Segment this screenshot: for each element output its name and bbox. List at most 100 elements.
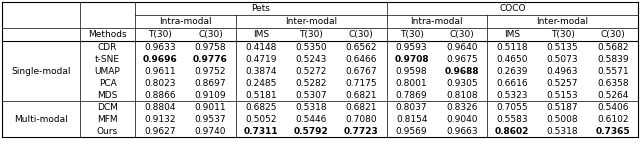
- Text: 0.8001: 0.8001: [396, 79, 428, 87]
- Text: 0.5272: 0.5272: [296, 66, 327, 76]
- Text: 0.9675: 0.9675: [446, 55, 478, 64]
- Text: 0.9109: 0.9109: [195, 90, 227, 100]
- Text: 0.9776: 0.9776: [193, 55, 228, 64]
- Text: 0.5243: 0.5243: [296, 55, 327, 64]
- Text: IMS: IMS: [504, 30, 520, 39]
- Text: 0.6102: 0.6102: [597, 114, 628, 124]
- Text: 0.7055: 0.7055: [497, 103, 528, 111]
- Text: 0.5350: 0.5350: [295, 42, 327, 51]
- Text: Inter-modal: Inter-modal: [285, 17, 337, 26]
- Text: 0.5257: 0.5257: [547, 79, 579, 87]
- Text: 0.8154: 0.8154: [396, 114, 428, 124]
- Text: Inter-modal: Inter-modal: [536, 17, 589, 26]
- Text: 0.7723: 0.7723: [344, 127, 379, 135]
- Text: 0.9593: 0.9593: [396, 42, 428, 51]
- Text: MDS: MDS: [97, 90, 118, 100]
- Text: 0.6821: 0.6821: [346, 90, 377, 100]
- Text: 0.5839: 0.5839: [597, 55, 628, 64]
- Text: 0.4650: 0.4650: [497, 55, 528, 64]
- Text: 0.3874: 0.3874: [245, 66, 276, 76]
- Text: CDR: CDR: [98, 42, 117, 51]
- Text: DCM: DCM: [97, 103, 118, 111]
- Text: 0.9663: 0.9663: [446, 127, 478, 135]
- Text: 0.6616: 0.6616: [497, 79, 528, 87]
- Text: IMS: IMS: [253, 30, 269, 39]
- Text: 0.5406: 0.5406: [597, 103, 628, 111]
- Text: 0.6358: 0.6358: [597, 79, 628, 87]
- Text: 0.9640: 0.9640: [446, 42, 477, 51]
- Text: C(30): C(30): [198, 30, 223, 39]
- Text: PCA: PCA: [99, 79, 116, 87]
- Text: Pets: Pets: [252, 4, 270, 13]
- Text: C(30): C(30): [349, 30, 374, 39]
- Text: 0.5118: 0.5118: [497, 42, 528, 51]
- Text: T(30): T(30): [550, 30, 575, 39]
- Text: C(30): C(30): [600, 30, 625, 39]
- Text: 0.9758: 0.9758: [195, 42, 227, 51]
- Text: 0.7869: 0.7869: [396, 90, 428, 100]
- Text: 0.6466: 0.6466: [346, 55, 377, 64]
- Text: 0.9569: 0.9569: [396, 127, 428, 135]
- Text: 0.8108: 0.8108: [446, 90, 478, 100]
- Text: 0.9611: 0.9611: [145, 66, 176, 76]
- Text: 0.7175: 0.7175: [346, 79, 377, 87]
- Text: 0.8804: 0.8804: [145, 103, 176, 111]
- Text: 0.5318: 0.5318: [295, 103, 327, 111]
- Text: Intra-modal: Intra-modal: [159, 17, 212, 26]
- Text: 0.5307: 0.5307: [295, 90, 327, 100]
- Text: 0.9011: 0.9011: [195, 103, 227, 111]
- Text: 0.9688: 0.9688: [445, 66, 479, 76]
- Text: 0.8866: 0.8866: [145, 90, 176, 100]
- Text: 0.5264: 0.5264: [597, 90, 628, 100]
- Text: 0.8697: 0.8697: [195, 79, 227, 87]
- Text: 0.6825: 0.6825: [245, 103, 276, 111]
- Text: 0.9598: 0.9598: [396, 66, 428, 76]
- Text: 0.6821: 0.6821: [346, 103, 377, 111]
- Text: 0.5181: 0.5181: [245, 90, 276, 100]
- Text: UMAP: UMAP: [95, 66, 120, 76]
- Text: 0.4719: 0.4719: [245, 55, 276, 64]
- Text: 0.9752: 0.9752: [195, 66, 226, 76]
- Text: T(30): T(30): [299, 30, 323, 39]
- Text: 0.5282: 0.5282: [296, 79, 327, 87]
- Text: 0.9040: 0.9040: [446, 114, 477, 124]
- Text: 0.9305: 0.9305: [446, 79, 478, 87]
- Text: COCO: COCO: [499, 4, 525, 13]
- Text: Methods: Methods: [88, 30, 127, 39]
- Text: 0.8037: 0.8037: [396, 103, 428, 111]
- Text: 0.4148: 0.4148: [245, 42, 276, 51]
- Text: 0.7365: 0.7365: [596, 127, 630, 135]
- Text: 0.5153: 0.5153: [547, 90, 579, 100]
- Text: 0.5792: 0.5792: [294, 127, 328, 135]
- Text: 0.8602: 0.8602: [495, 127, 529, 135]
- Text: t-SNE: t-SNE: [95, 55, 120, 64]
- Text: 0.6562: 0.6562: [346, 42, 377, 51]
- Text: 0.8023: 0.8023: [145, 79, 176, 87]
- Text: T(30): T(30): [400, 30, 424, 39]
- Text: 0.5187: 0.5187: [547, 103, 579, 111]
- Text: 0.7311: 0.7311: [243, 127, 278, 135]
- Text: 0.5682: 0.5682: [597, 42, 628, 51]
- Text: 0.2485: 0.2485: [245, 79, 276, 87]
- Text: 0.6767: 0.6767: [346, 66, 377, 76]
- Text: 0.2639: 0.2639: [497, 66, 528, 76]
- Text: 0.9740: 0.9740: [195, 127, 226, 135]
- Text: 0.5008: 0.5008: [547, 114, 579, 124]
- Text: 0.9627: 0.9627: [145, 127, 176, 135]
- Text: 0.8326: 0.8326: [446, 103, 477, 111]
- Text: 0.4963: 0.4963: [547, 66, 579, 76]
- Text: 0.7080: 0.7080: [346, 114, 377, 124]
- Text: 0.9696: 0.9696: [143, 55, 177, 64]
- Text: 0.9708: 0.9708: [394, 55, 429, 64]
- Text: 0.9537: 0.9537: [195, 114, 227, 124]
- Text: 0.9132: 0.9132: [145, 114, 176, 124]
- Text: Single-modal: Single-modal: [12, 66, 71, 76]
- Text: C(30): C(30): [449, 30, 474, 39]
- Text: Intra-modal: Intra-modal: [410, 17, 463, 26]
- Text: 0.5446: 0.5446: [296, 114, 327, 124]
- Text: 0.5571: 0.5571: [597, 66, 628, 76]
- Text: 0.5583: 0.5583: [497, 114, 528, 124]
- Text: 0.5073: 0.5073: [547, 55, 579, 64]
- Text: Ours: Ours: [97, 127, 118, 135]
- Text: Multi-modal: Multi-modal: [14, 114, 68, 124]
